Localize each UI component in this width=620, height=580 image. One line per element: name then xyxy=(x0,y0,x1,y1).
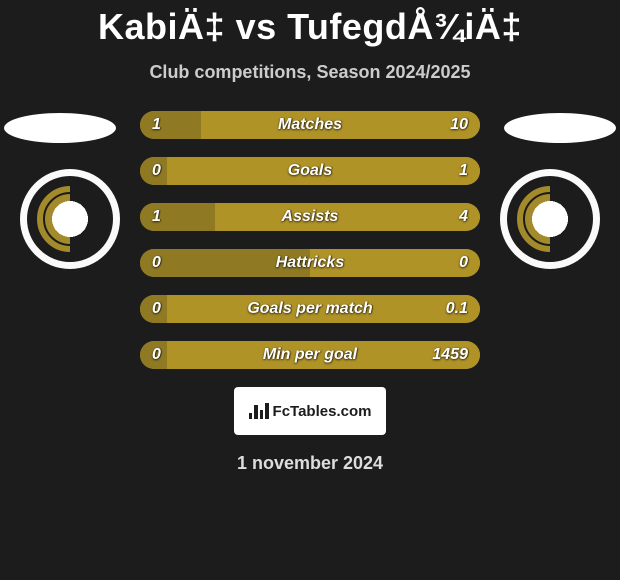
comparison-panel: 110Matches 01Goals 14Assists 00Hattricks 00.… xyxy=(0,111,620,369)
stat-label: Matches xyxy=(140,111,480,139)
stat-label: Assists xyxy=(140,203,480,231)
stat-label: Hattricks xyxy=(140,249,480,277)
stat-bar: 00.1Goals per match xyxy=(140,295,480,323)
stat-bar: 01Goals xyxy=(140,157,480,185)
page-title: KabiÄ‡ vs TufegdÅ¾iÄ‡ xyxy=(0,0,620,48)
stat-bar: 110Matches xyxy=(140,111,480,139)
stat-bar: 01459Min per goal xyxy=(140,341,480,369)
stat-bar: 00Hattricks xyxy=(140,249,480,277)
logo-bars-icon xyxy=(249,403,269,419)
logo-text: FcTables.com xyxy=(273,403,372,420)
player-silhouette-left xyxy=(4,113,116,143)
stat-bar: 14Assists xyxy=(140,203,480,231)
stat-label: Goals xyxy=(140,157,480,185)
page-subtitle: Club competitions, Season 2024/2025 xyxy=(0,62,620,83)
club-badge-right xyxy=(500,169,600,269)
stat-label: Min per goal xyxy=(140,341,480,369)
club-badge-left xyxy=(20,169,120,269)
date-text: 1 november 2024 xyxy=(0,453,620,474)
player-silhouette-right xyxy=(504,113,616,143)
stat-label: Goals per match xyxy=(140,295,480,323)
stat-bars: 110Matches 01Goals 14Assists 00Hattricks 00.… xyxy=(140,111,480,369)
fctables-logo: FcTables.com xyxy=(234,387,386,435)
